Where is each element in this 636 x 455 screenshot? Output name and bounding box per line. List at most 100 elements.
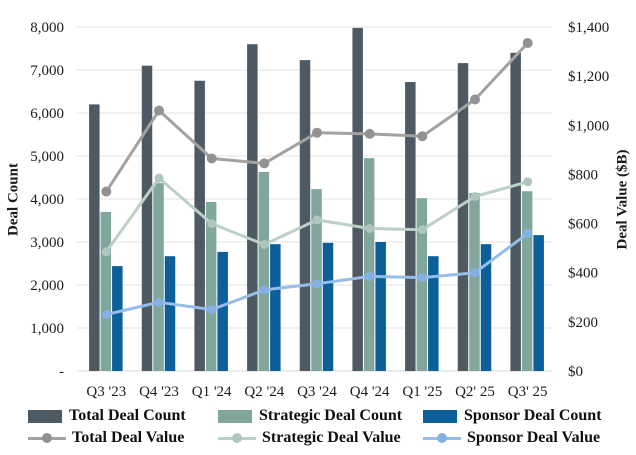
marker-sponsor-deal-value-1 — [154, 297, 164, 307]
legend-item-total-deal-count: Total Deal Count — [28, 407, 186, 425]
marker-sponsor-deal-value-2 — [207, 305, 217, 315]
bar-total-deal-count-7 — [457, 63, 469, 372]
marker-total-deal-value-1 — [154, 105, 164, 116]
bar-sponsor-deal-count-6 — [428, 256, 439, 371]
legend-item-strategic-deal-count: Strategic Deal Count — [218, 407, 402, 425]
bar-strategic-deal-count-2 — [205, 202, 217, 371]
left-axis-tick-label: 3,000 — [30, 235, 64, 251]
x-axis-label: Q4 '24 — [350, 384, 390, 400]
legend-label: Sponsor Deal Value — [467, 429, 601, 446]
x-axis-label: Q3 '23 — [86, 384, 126, 400]
bar-sponsor-deal-count-5 — [375, 242, 386, 371]
marker-sponsor-deal-value-5 — [365, 271, 375, 281]
x-axis-label: Q3 '24 — [297, 384, 337, 400]
bar-sponsor-deal-count-4 — [322, 242, 334, 371]
marker-strategic-deal-value-5 — [365, 224, 375, 233]
right-axis-tick-label: $400 — [568, 266, 598, 282]
legend-label: Sponsor Deal Count — [464, 407, 602, 424]
left-axis-tick-label: 4,000 — [30, 192, 64, 208]
bar-sponsor-deal-count-0 — [112, 266, 123, 371]
legend-swatch-strategic-deal-count — [218, 409, 252, 423]
left-axis-title: Deal Count — [5, 163, 22, 236]
bar-total-deal-count-4 — [299, 60, 311, 372]
right-axis-tick-label: $200 — [568, 315, 598, 331]
right-axis-tick-label: $1,000 — [568, 118, 609, 134]
bar-total-deal-count-3 — [247, 44, 258, 371]
marker-sponsor-deal-value-6 — [417, 273, 427, 283]
marker-total-deal-value-7 — [470, 94, 480, 105]
marker-strategic-deal-value-4 — [312, 215, 322, 225]
bar-sponsor-deal-count-3 — [270, 244, 281, 371]
bar-strategic-deal-count-8 — [521, 191, 533, 371]
legend-label: Total Deal Value — [72, 429, 185, 446]
left-axis-tick-label: 5,000 — [30, 149, 64, 165]
right-axis-tick-label: $600 — [568, 217, 598, 233]
marker-total-deal-value-0 — [101, 186, 112, 197]
legend-label: Strategic Deal Count — [259, 407, 403, 424]
bar-strategic-deal-count-1 — [153, 183, 164, 371]
marker-total-deal-value-3 — [259, 158, 270, 169]
bar-total-deal-count-6 — [405, 82, 416, 371]
legend-swatch-total-deal-value — [28, 432, 66, 445]
bar-total-deal-count-1 — [141, 65, 153, 371]
bar-strategic-deal-count-7 — [469, 192, 480, 371]
x-axis-label: Q3' 25 — [508, 384, 548, 400]
legend-item-sponsor-deal-count: Sponsor Deal Count — [423, 407, 602, 425]
marker-strategic-deal-value-8 — [523, 177, 533, 187]
bar-total-deal-count-8 — [510, 52, 521, 372]
right-axis-tick-label: $1,400 — [568, 20, 609, 36]
x-axis-label: Q1 '24 — [192, 384, 232, 400]
bar-sponsor-deal-count-1 — [164, 256, 176, 371]
bar-sponsor-deal-count-7 — [480, 244, 492, 371]
marker-total-deal-value-6 — [417, 131, 428, 142]
left-axis-tick-label: 7,000 — [30, 63, 64, 79]
right-axis-tick-label: $0 — [568, 364, 583, 380]
legend-item-total-deal-value: Total Deal Value — [28, 429, 184, 447]
marker-sponsor-deal-value-3 — [259, 285, 269, 295]
right-axis-tick-label: $1,200 — [568, 69, 609, 85]
legend-swatch-total-deal-count — [28, 409, 62, 423]
marker-total-deal-value-2 — [206, 153, 217, 164]
legend-swatch-sponsor-deal-value — [423, 432, 461, 445]
marker-strategic-deal-value-3 — [259, 240, 269, 249]
marker-strategic-deal-value-1 — [154, 173, 164, 183]
marker-sponsor-deal-value-7 — [470, 268, 480, 278]
right-axis-title: Deal Value ($B) — [614, 149, 631, 250]
bar-strategic-deal-count-5 — [363, 158, 375, 371]
left-axis-tick-label: 2,000 — [30, 278, 64, 294]
x-axis-label: Q2 '24 — [244, 384, 284, 400]
left-axis-tick-label: 6,000 — [30, 106, 64, 122]
marker-strategic-deal-value-2 — [207, 219, 217, 229]
combo-chart-canvas: - 1,000 2,000 3,000 4,000 5,000 6,000 7,000 8,00… — [30, 20, 609, 400]
right-axis-tick-label: $800 — [568, 167, 598, 183]
marker-sponsor-deal-value-8 — [523, 228, 533, 238]
left-axis-tick-label: 8,000 — [30, 20, 64, 36]
bar-sponsor-deal-count-2 — [217, 251, 228, 371]
marker-strategic-deal-value-7 — [470, 192, 480, 201]
legend-label: Strategic Deal Value — [262, 429, 401, 446]
legend-item-strategic-deal-value: Strategic Deal Value — [218, 429, 401, 447]
bar-total-deal-count-5 — [352, 27, 363, 372]
marker-strategic-deal-value-0 — [101, 247, 111, 257]
x-axis-label: Q2' 25 — [455, 384, 495, 400]
marker-total-deal-value-4 — [312, 127, 322, 138]
marker-sponsor-deal-value-4 — [312, 279, 322, 289]
marker-total-deal-value-5 — [364, 128, 375, 139]
marker-strategic-deal-value-6 — [417, 225, 427, 235]
bar-strategic-deal-count-3 — [258, 171, 270, 371]
bar-total-deal-count-0 — [89, 104, 100, 372]
bar-strategic-deal-count-0 — [100, 211, 112, 371]
legend-item-sponsor-deal-value: Sponsor Deal Value — [423, 429, 600, 447]
left-axis-tick-label: 1,000 — [30, 321, 64, 337]
left-axis-tick-label: - — [59, 364, 64, 380]
legend-swatch-strategic-deal-value — [218, 432, 256, 445]
marker-total-deal-value-8 — [522, 38, 533, 48]
bar-total-deal-count-2 — [194, 80, 205, 371]
legend-label: Total Deal Count — [69, 407, 186, 424]
x-axis-label: Q4 '23 — [139, 384, 179, 400]
legend-swatch-sponsor-deal-count — [423, 409, 457, 423]
bar-sponsor-deal-count-8 — [533, 235, 544, 371]
x-axis-label: Q1 '25 — [402, 384, 442, 400]
bar-strategic-deal-count-6 — [416, 198, 428, 371]
